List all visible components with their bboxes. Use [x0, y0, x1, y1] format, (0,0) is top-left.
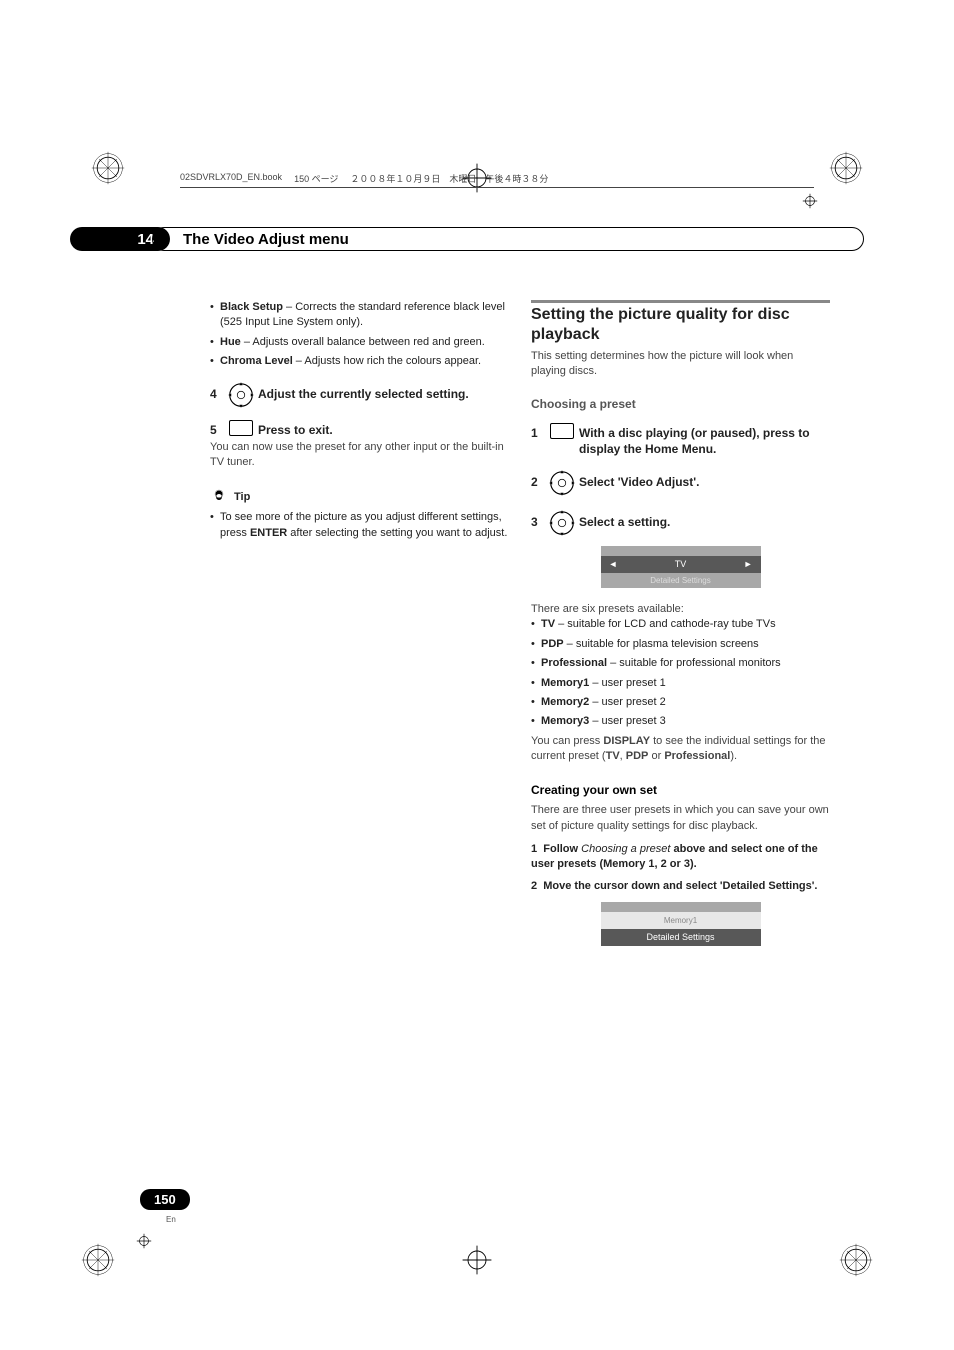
tip-bullet: • To see more of the picture as you adju… — [210, 510, 509, 541]
preset-detail-row: Detailed Settings — [601, 929, 761, 946]
nav-pad-icon — [545, 468, 579, 498]
creating-subheading: Creating your own set — [531, 782, 830, 799]
preset-display-box: ◄ TV ► Detailed Settings — [601, 546, 761, 588]
step-number: 1 — [531, 843, 537, 855]
bullet-item: •Memory1 – user preset 1 — [531, 676, 830, 691]
preset-detail-row: Detailed Settings — [601, 573, 761, 588]
step-4: 4 Adjust the currently selected setting. — [210, 380, 509, 410]
registration-crosshair-icon — [459, 1242, 495, 1278]
tip-text: after selecting the setting you want to … — [287, 527, 507, 539]
arrow-left-icon: ◄ — [609, 558, 618, 571]
step-text: With a disc playing (or paused), press t… — [579, 419, 830, 459]
tip-heading: Tip — [210, 488, 509, 506]
registration-mark-icon — [828, 150, 864, 186]
book-file: 02SDVRLX70D_EN.book — [180, 172, 282, 185]
step-3: 3 Select a setting. — [531, 508, 830, 538]
arrow-right-icon: ► — [744, 558, 753, 571]
bullet-term: PDP — [541, 638, 564, 650]
bullet-term: Black Setup — [220, 301, 283, 313]
bullet-term: Professional — [541, 657, 607, 669]
step-number: 3 — [531, 508, 545, 531]
nav-pad-icon — [224, 380, 258, 410]
bullet-item: •Black Setup – Corrects the standard ref… — [210, 300, 509, 331]
bullet-term: Memory3 — [541, 715, 589, 727]
preset-display-box: Memory1 Detailed Settings — [601, 902, 761, 946]
bullet-desc: – user preset 3 — [589, 715, 665, 727]
preset-value: TV — [675, 558, 687, 571]
bullet-item: •Memory2 – user preset 2 — [531, 695, 830, 710]
step-text: Select a setting. — [579, 508, 670, 531]
bullet-desc: – suitable for professional monitors — [607, 657, 781, 669]
creating-step-1: 1 Follow Choosing a preset above and sel… — [531, 842, 830, 873]
bullet-item: •Hue – Adjusts overall balance between r… — [210, 335, 509, 350]
section-rule — [531, 300, 830, 303]
tip-label: Tip — [234, 490, 250, 505]
step-number: 5 — [210, 416, 224, 439]
bullet-item: •Memory3 – user preset 3 — [531, 714, 830, 729]
step-1: 1 With a disc playing (or paused), press… — [531, 419, 830, 459]
bullet-desc: – Adjusts overall balance between red an… — [241, 336, 485, 348]
right-column: Setting the picture quality for disc pla… — [531, 300, 830, 960]
bullet-desc: – suitable for plasma television screens — [564, 638, 759, 650]
step-number: 2 — [531, 468, 545, 491]
step-text: Adjust the currently selected setting. — [258, 380, 469, 403]
bullet-term: Hue — [220, 336, 241, 348]
left-column: •Black Setup – Corrects the standard ref… — [210, 300, 509, 960]
button-icon — [545, 419, 579, 443]
step-text: Press to exit. — [258, 416, 333, 439]
step-note: You can now use the preset for any other… — [210, 440, 509, 471]
registration-mark-icon — [80, 1242, 116, 1278]
step-5: 5 Press to exit. — [210, 416, 509, 440]
step-number: 1 — [531, 419, 545, 442]
button-icon — [224, 416, 258, 440]
display-line: You can press DISPLAY to see the individ… — [531, 734, 830, 765]
step-2: 2 Select 'Video Adjust'. — [531, 468, 830, 498]
step-text: Move the cursor down and select 'Detaile… — [543, 880, 817, 892]
page-lang: En — [166, 1215, 176, 1224]
bullet-item: •PDP – suitable for plasma television sc… — [531, 637, 830, 652]
bullet-item: •Professional – suitable for professiona… — [531, 656, 830, 671]
preset-subheading: Choosing a preset — [531, 396, 830, 413]
bullet-desc: – suitable for LCD and cathode-ray tube … — [555, 618, 776, 630]
tip-bold: ENTER — [250, 527, 287, 539]
registration-mark-icon — [90, 150, 126, 186]
bullet-item: •Chroma Level – Adjusts how rich the col… — [210, 354, 509, 369]
step-number: 2 — [531, 880, 537, 892]
registration-crosshair-icon — [135, 1232, 153, 1250]
registration-mark-icon — [838, 1242, 874, 1278]
chapter-heading: 14 The Video Adjust menu — [70, 225, 864, 253]
preset-value-row: Memory1 — [601, 912, 761, 929]
book-page: 150 ページ — [294, 172, 338, 185]
step-number: 4 — [210, 380, 224, 403]
creating-intro: There are three user presets in which yo… — [531, 803, 830, 834]
bullet-desc: – Adjusts how rich the colours appear. — [293, 355, 481, 367]
page: 02SDVRLX70D_EN.book 150 ページ ２００８年１０月９日 木… — [0, 0, 954, 1350]
creating-step-2: 2 Move the cursor down and select 'Detai… — [531, 879, 830, 894]
content-columns: •Black Setup – Corrects the standard ref… — [210, 300, 830, 960]
book-date: ２００８年１０月９日 木曜日 午後４時３８分 — [350, 172, 548, 185]
bullet-term: Memory1 — [541, 677, 589, 689]
bullet-term: Memory2 — [541, 696, 589, 708]
bullet-desc: – user preset 1 — [589, 677, 665, 689]
step-italic: Choosing a preset — [581, 843, 670, 855]
chapter-title: The Video Adjust menu — [152, 227, 864, 251]
section-heading: Setting the picture quality for disc pla… — [531, 305, 830, 345]
presets-intro: There are six presets available: — [531, 602, 830, 617]
gear-icon — [210, 488, 228, 506]
page-number: 150 — [140, 1189, 190, 1210]
step-text: Select 'Video Adjust'. — [579, 468, 699, 491]
bullet-term: Chroma Level — [220, 355, 293, 367]
book-metadata-line: 02SDVRLX70D_EN.book 150 ページ ２００８年１０月９日 木… — [180, 172, 814, 188]
nav-pad-icon — [545, 508, 579, 538]
registration-crosshair-icon — [801, 192, 819, 210]
bullet-item: •TV – suitable for LCD and cathode-ray t… — [531, 617, 830, 632]
section-intro: This setting determines how the picture … — [531, 349, 830, 380]
bullet-term: TV — [541, 618, 555, 630]
bullet-desc: – user preset 2 — [589, 696, 665, 708]
preset-selected-row: ◄ TV ► — [601, 556, 761, 573]
